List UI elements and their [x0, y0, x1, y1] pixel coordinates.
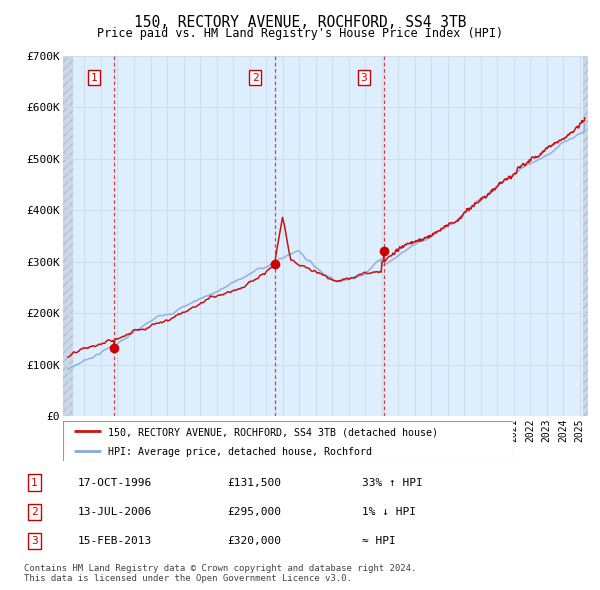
Text: 1: 1: [31, 477, 38, 487]
Text: £320,000: £320,000: [227, 536, 281, 546]
Text: Price paid vs. HM Land Registry's House Price Index (HPI): Price paid vs. HM Land Registry's House …: [97, 27, 503, 40]
Text: 15-FEB-2013: 15-FEB-2013: [77, 536, 152, 546]
Bar: [63, 56, 73, 416]
Text: 2: 2: [31, 507, 38, 517]
Text: 3: 3: [361, 73, 367, 83]
Text: £295,000: £295,000: [227, 507, 281, 517]
Text: 13-JUL-2006: 13-JUL-2006: [77, 507, 152, 517]
FancyBboxPatch shape: [63, 421, 513, 461]
Bar: [583, 56, 588, 416]
Text: 1: 1: [91, 73, 98, 83]
Text: ≈ HPI: ≈ HPI: [362, 536, 396, 546]
Text: Contains HM Land Registry data © Crown copyright and database right 2024.
This d: Contains HM Land Registry data © Crown c…: [24, 563, 416, 583]
Text: 33% ↑ HPI: 33% ↑ HPI: [362, 477, 423, 487]
Text: 2: 2: [251, 73, 259, 83]
Text: 150, RECTORY AVENUE, ROCHFORD, SS4 3TB (detached house): 150, RECTORY AVENUE, ROCHFORD, SS4 3TB (…: [108, 427, 438, 437]
Text: 150, RECTORY AVENUE, ROCHFORD, SS4 3TB: 150, RECTORY AVENUE, ROCHFORD, SS4 3TB: [134, 15, 466, 30]
Text: £131,500: £131,500: [227, 477, 281, 487]
Text: 1% ↓ HPI: 1% ↓ HPI: [362, 507, 416, 517]
Text: 3: 3: [31, 536, 38, 546]
Bar: [583, 56, 588, 416]
Text: 17-OCT-1996: 17-OCT-1996: [77, 477, 152, 487]
Text: HPI: Average price, detached house, Rochford: HPI: Average price, detached house, Roch…: [108, 447, 372, 457]
Bar: [63, 56, 73, 416]
